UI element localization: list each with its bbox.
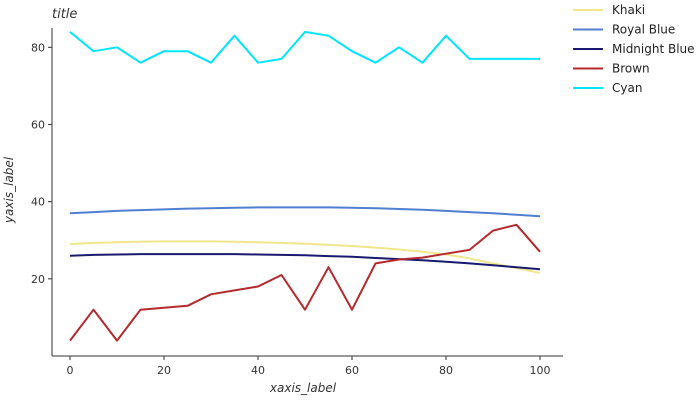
series-line-khaki	[69, 240, 541, 274]
series-line-midnight-blue	[69, 253, 541, 271]
series-layer	[69, 30, 541, 342]
y-axis-label: yaxis_label	[2, 156, 16, 224]
x-tick-label: 80	[439, 364, 453, 377]
x-tick-label: 0	[67, 364, 74, 377]
legend-label-brown: Brown	[612, 62, 650, 76]
y-tick-label: 40	[31, 196, 45, 209]
y-tick-label: 20	[31, 273, 45, 286]
legend-label-khaki: Khaki	[612, 3, 645, 17]
x-tick-label: 100	[530, 364, 551, 377]
y-tick-label: 60	[31, 118, 45, 131]
axes: 0 20 40 60 80 100 20 40 60 80	[31, 28, 563, 377]
x-tick-label: 60	[345, 364, 359, 377]
legend-label-cyan: Cyan	[612, 81, 642, 95]
x-tick-label: 40	[251, 364, 265, 377]
x-tick-label: 20	[157, 364, 171, 377]
series-line-royal-blue	[69, 206, 541, 218]
legend-label-royal-blue: Royal Blue	[612, 23, 675, 37]
y-tick-label: 80	[31, 41, 45, 54]
series-line-brown	[69, 223, 541, 342]
chart-title: title	[52, 7, 77, 22]
legend: Khaki Royal Blue Midnight Blue Brown Cyan	[573, 3, 695, 95]
legend-label-midnight-blue: Midnight Blue	[612, 42, 695, 56]
series-line-cyan	[69, 30, 540, 64]
x-axis-label: xaxis_label	[269, 381, 337, 395]
